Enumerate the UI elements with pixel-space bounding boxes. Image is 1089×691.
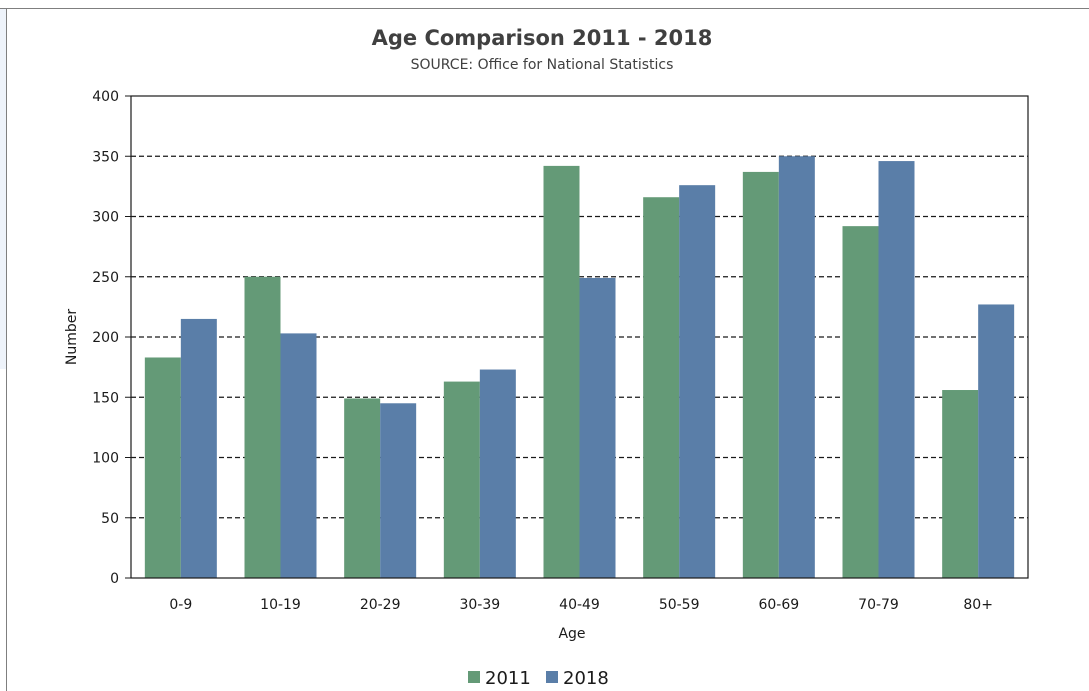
legend: 2011 2018 (468, 668, 609, 689)
x-tick-label: 80+ (963, 597, 993, 613)
x-axis-title: Age (558, 626, 585, 642)
bar-2018-40-49 (579, 277, 616, 578)
x-tick-label: 0-9 (169, 597, 192, 613)
bar-2018-70-79 (878, 161, 915, 578)
legend-label-2018: 2018 (563, 668, 609, 689)
y-tick-label: 300 (92, 210, 119, 226)
x-tick-label: 40-49 (559, 597, 600, 613)
y-tick-label: 50 (101, 511, 119, 527)
x-tick-label: 20-29 (360, 597, 401, 613)
legend-label-2011: 2011 (485, 668, 531, 689)
bar-2011-10-19 (244, 276, 281, 578)
chart-title: Age Comparison 2011 - 2018 (372, 26, 713, 50)
y-tick-labels: 0 50 100 150 200 250 300 350 400 (92, 89, 119, 587)
bar-2018-50-59 (679, 185, 716, 579)
bar-2011-80+ (942, 390, 979, 578)
y-tick-label: 350 (92, 149, 119, 165)
axes (125, 95, 1029, 579)
frame-top-border (0, 8, 1089, 9)
y-tick-label: 250 (92, 270, 119, 286)
y-axis-title: Number (64, 309, 80, 365)
x-tick-label: 30-39 (459, 597, 500, 613)
bar-2011-50-59 (643, 197, 680, 578)
bar-2018-20-29 (380, 403, 417, 578)
bar-2018-10-19 (280, 333, 317, 578)
x-tick-label: 10-19 (260, 597, 301, 613)
bar-2018-0-9 (180, 318, 217, 578)
bar-2018-80+ (978, 304, 1015, 578)
y-tick-label: 400 (92, 89, 119, 105)
bar-2018-60-69 (778, 156, 815, 578)
x-tick-labels: 0-9 10-19 20-29 30-39 40-49 50-59 60-69 70-79 80… (169, 597, 993, 613)
bar-2011-40-49 (543, 165, 580, 578)
y-tick-label: 0 (110, 571, 119, 587)
x-tick-label: 60-69 (758, 597, 799, 613)
frame-left-border (6, 8, 7, 691)
bar-2011-70-79 (842, 226, 879, 578)
x-tick-label: 50-59 (659, 597, 700, 613)
frame-left-strip (0, 9, 6, 369)
y-tick-label: 100 (92, 451, 119, 467)
y-tick-label: 200 (92, 330, 119, 346)
chart-subtitle: SOURCE: Office for National Statistics (411, 57, 674, 73)
bar-2011-30-39 (443, 381, 480, 578)
x-tick-label: 70-79 (858, 597, 899, 613)
legend-swatch-2018 (546, 671, 558, 683)
bar-2011-60-69 (742, 171, 779, 579)
bars (144, 156, 1015, 579)
bar-2018-30-39 (479, 369, 516, 578)
plot-area-border (130, 95, 1029, 579)
legend-swatch-2011 (468, 671, 480, 683)
y-tick-label: 150 (92, 390, 119, 406)
bar-2011-20-29 (344, 398, 381, 578)
bar-2011-0-9 (144, 357, 181, 578)
